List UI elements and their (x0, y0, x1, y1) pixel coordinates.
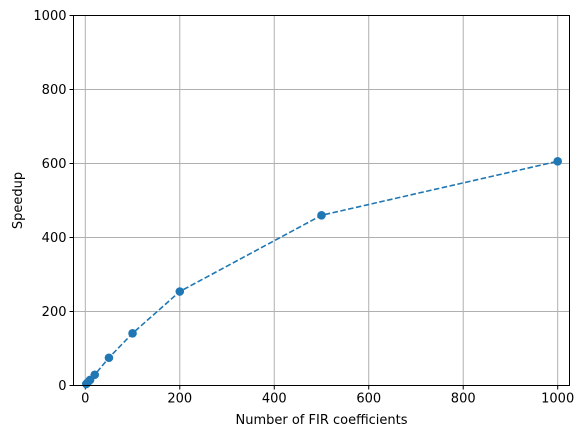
x-tick-label: 0 (81, 392, 89, 407)
series-line (85, 160, 558, 385)
x-axis-label: Number of FIR coefficients (235, 413, 407, 428)
data-point (128, 329, 137, 338)
plot-frame (73, 15, 570, 386)
y-tick-label: 400 (42, 231, 67, 246)
data-point (104, 353, 114, 363)
y-tick-label: 800 (42, 83, 67, 98)
x-tick-label: 600 (356, 392, 381, 407)
data-point (175, 287, 185, 296)
axis-ticks: 0 200 400 600 800 1000 0 200 400 600 800 1000 (33, 9, 574, 407)
y-tick-label: 200 (42, 305, 67, 320)
x-tick-label: 400 (262, 392, 287, 407)
x-tick-label: 800 (451, 392, 476, 407)
grid (73, 15, 570, 386)
y-tick-label: 1000 (33, 9, 66, 24)
y-tick-label: 600 (42, 157, 67, 172)
x-tick-label: 200 (167, 392, 192, 407)
data-point (90, 370, 100, 380)
data-point (553, 156, 562, 166)
x-tick-label: 1000 (541, 392, 574, 407)
y-tick-label: 0 (58, 379, 66, 394)
data-point (317, 211, 326, 220)
y-axis-label: Speedup (11, 172, 26, 229)
data-series (81, 156, 562, 389)
